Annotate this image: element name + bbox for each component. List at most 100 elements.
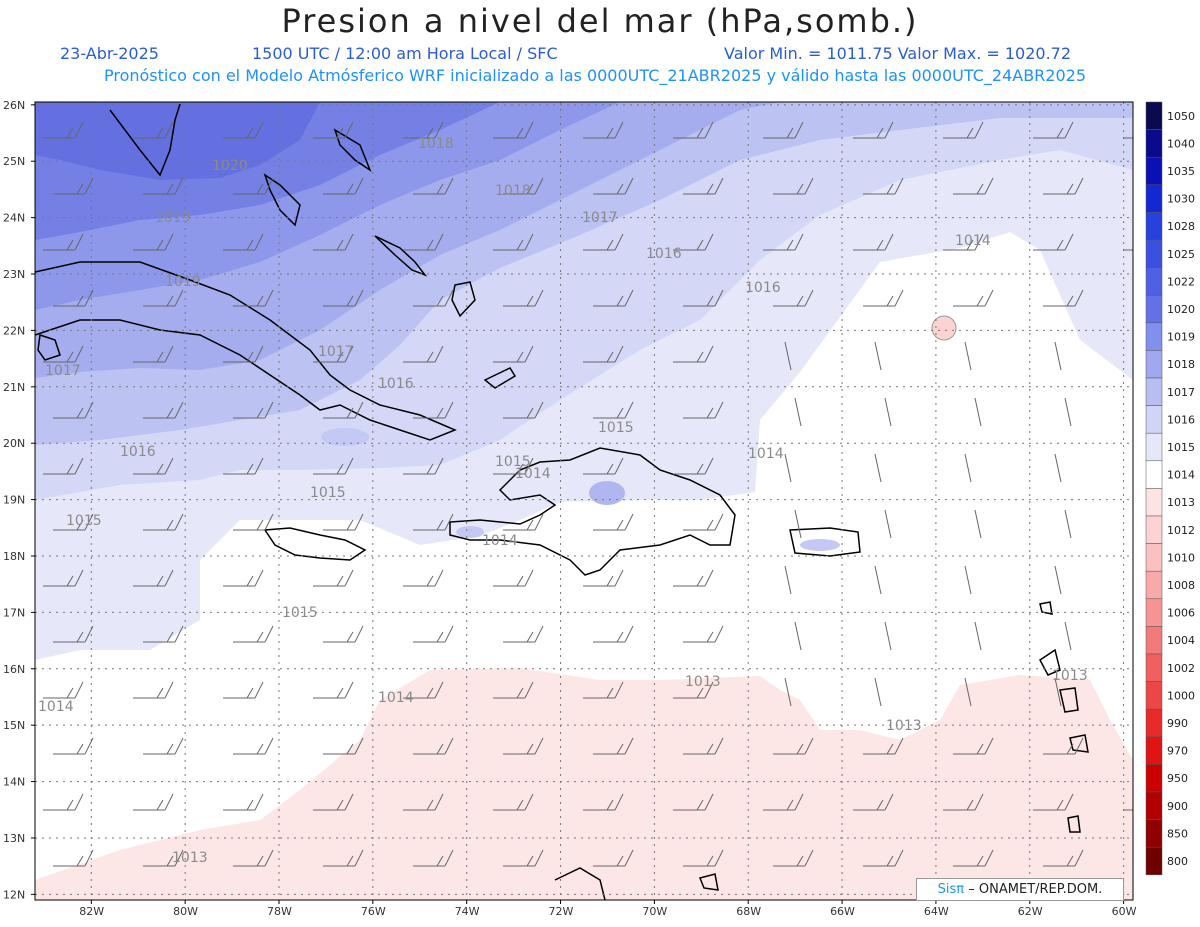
colorbar-label: 850 bbox=[1167, 827, 1188, 840]
wind-barb bbox=[323, 289, 364, 307]
credit-box: Sisπ – ONAMET/REP.DOM. bbox=[916, 878, 1124, 901]
wind-barb bbox=[964, 565, 972, 595]
wind-barb bbox=[683, 625, 724, 643]
colorbar-swatch bbox=[1145, 405, 1163, 434]
wind-barb bbox=[493, 793, 534, 811]
colorbar-label: 900 bbox=[1167, 800, 1188, 813]
wind-barb bbox=[884, 397, 892, 427]
wind-barb bbox=[1054, 677, 1062, 707]
value-range: Valor Min. = 1011.75 Valor Max. = 1020.7… bbox=[724, 44, 1072, 63]
colorbar-swatch bbox=[1145, 846, 1163, 876]
colorbar-label: 1050 bbox=[1167, 110, 1195, 123]
wind-barb bbox=[953, 737, 994, 755]
colorbar-label: 1014 bbox=[1167, 469, 1195, 482]
contour-label: 1014 bbox=[515, 466, 551, 482]
colorbar-swatch bbox=[1145, 432, 1163, 462]
forecast-date: 23-Abr-2025 bbox=[60, 44, 159, 63]
wind-barb bbox=[953, 177, 994, 195]
contour-label: 1017 bbox=[318, 344, 354, 360]
wind-barb bbox=[403, 569, 444, 587]
lat-label: 24N bbox=[3, 212, 25, 225]
lon-label: 66W bbox=[830, 905, 855, 918]
wind-barb bbox=[143, 849, 184, 867]
wind-barb bbox=[43, 121, 84, 139]
wind-barb bbox=[1043, 289, 1084, 307]
wind-barb bbox=[583, 233, 624, 251]
wind-barb bbox=[1054, 565, 1062, 595]
wind-barb bbox=[403, 233, 444, 251]
wind-barb bbox=[853, 233, 894, 251]
colorbar-swatch bbox=[1145, 791, 1163, 820]
wind-barb bbox=[223, 233, 264, 251]
wind-barb bbox=[493, 457, 534, 475]
wind-barb bbox=[773, 849, 814, 867]
wind-barb bbox=[403, 121, 444, 139]
colorbar-label: 1035 bbox=[1167, 165, 1195, 178]
colorbar-swatch bbox=[1145, 156, 1163, 186]
wind-barb bbox=[403, 457, 444, 475]
wind-barb bbox=[53, 737, 94, 755]
wind-barb bbox=[593, 737, 634, 755]
contour-label: 1017 bbox=[45, 363, 81, 379]
wind-barb bbox=[53, 625, 94, 643]
wind-barbs bbox=[43, 121, 1133, 922]
wind-barb bbox=[953, 289, 994, 307]
wind-barb bbox=[503, 289, 544, 307]
wind-barb bbox=[313, 121, 354, 139]
wind-barb bbox=[943, 121, 984, 139]
colorbar-swatch bbox=[1145, 322, 1163, 351]
lon-label: 64W bbox=[924, 905, 949, 918]
wind-barb bbox=[784, 565, 792, 595]
colorbar-swatch bbox=[1145, 736, 1163, 765]
wind-barb bbox=[323, 625, 364, 643]
wind-barb bbox=[1033, 121, 1074, 139]
wind-barb bbox=[974, 397, 982, 427]
wind-barb bbox=[403, 345, 444, 363]
contour-label: 1013 bbox=[1052, 668, 1088, 684]
wind-barb bbox=[673, 906, 713, 922]
wind-barb bbox=[763, 793, 804, 811]
contour-label: 1013 bbox=[886, 718, 922, 734]
wind-barb bbox=[223, 906, 263, 922]
wind-barb bbox=[863, 737, 904, 755]
wind-barb bbox=[133, 906, 173, 922]
wind-barb bbox=[233, 513, 274, 531]
wind-barb bbox=[43, 345, 84, 363]
contour-label: 1018 bbox=[418, 136, 454, 152]
wind-barb bbox=[583, 569, 624, 587]
colorbar-swatch bbox=[1145, 708, 1163, 738]
colorbar-swatch bbox=[1145, 267, 1163, 296]
wind-barb bbox=[784, 453, 792, 483]
wind-barb bbox=[583, 121, 624, 139]
colorbar-swatch bbox=[1145, 488, 1163, 517]
lat-label: 22N bbox=[3, 324, 25, 337]
colorbar-label: 1006 bbox=[1167, 607, 1195, 620]
lat-label: 26N bbox=[3, 99, 25, 112]
wind-barb bbox=[863, 289, 904, 307]
wind-barb bbox=[413, 625, 454, 643]
longitude-labels: 82W 80W 78W 76W 74W 72W 70W 68W 66W 64W 62W 60W bbox=[79, 900, 1137, 918]
wind-barb bbox=[503, 401, 544, 419]
wind-barb bbox=[493, 906, 533, 922]
wind-barb bbox=[323, 177, 364, 195]
wind-barb bbox=[323, 849, 364, 867]
colorbar-label: 950 bbox=[1167, 772, 1188, 785]
latitude-labels: 26N 25N 24N 23N 22N 21N 20N 19N 18N 17N 16N 15N 14N 1… bbox=[3, 99, 35, 901]
wind-barb bbox=[974, 621, 982, 651]
colorbar-swatch bbox=[1145, 543, 1163, 572]
colorbar-label: 970 bbox=[1167, 745, 1188, 758]
contour-label: 1016 bbox=[646, 246, 682, 262]
contour-label: 1015 bbox=[282, 605, 318, 621]
wind-barb bbox=[233, 401, 274, 419]
colorbar-label: 1022 bbox=[1167, 275, 1195, 288]
colorbar-swatch bbox=[1145, 626, 1163, 655]
wind-barb bbox=[763, 906, 803, 922]
colorbar-label: 1025 bbox=[1167, 248, 1195, 261]
wind-barb bbox=[943, 793, 984, 811]
colorbar-label: 1020 bbox=[1167, 303, 1195, 316]
coastlines bbox=[35, 103, 1089, 900]
colorbar-label: 1019 bbox=[1167, 331, 1195, 344]
contour-label: 1018 bbox=[495, 183, 531, 199]
lon-label: 80W bbox=[173, 905, 198, 918]
wind-barb bbox=[133, 569, 174, 587]
